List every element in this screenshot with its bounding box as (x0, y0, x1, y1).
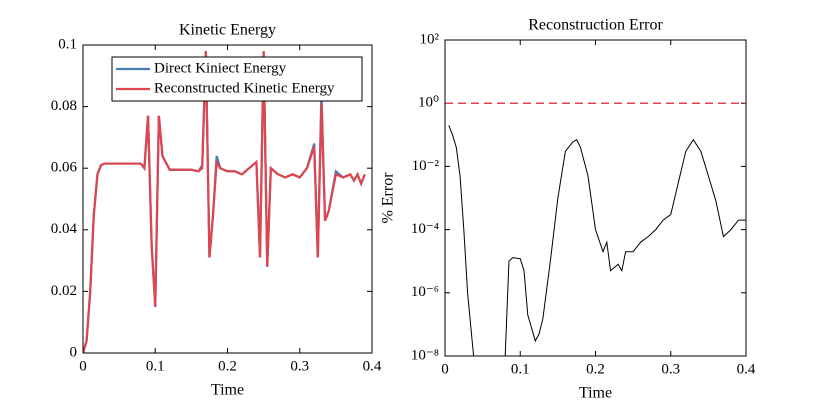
chart-title: Reconstruction Error (528, 17, 663, 34)
x-tick-label: 0.4 (363, 358, 382, 374)
axes-box (82, 44, 373, 354)
series-line (83, 51, 366, 353)
y-tick-label: 0.04 (51, 221, 78, 237)
x-tick-label: 0.3 (290, 358, 309, 374)
y-tick-label: 10⁰ (418, 95, 439, 111)
y-tick-label: 10⁻² (412, 158, 440, 174)
x-tick-label: 0.2 (218, 358, 237, 374)
y-tick-label: 10⁻⁸ (411, 347, 439, 363)
x-tick-label: 0.1 (511, 361, 530, 377)
x-tick-label: 0.2 (586, 361, 605, 377)
y-tick-label: 10² (420, 31, 440, 47)
y-tick-label: 0.06 (51, 160, 78, 176)
x-tick-label: 0.1 (146, 358, 165, 374)
x-tick-label: 0 (79, 358, 87, 374)
chart-title: Kinetic Energy (179, 22, 276, 39)
y-tick-label: 0.1 (58, 36, 77, 52)
legend-box (111, 56, 363, 102)
x-axis-label: Time (579, 385, 612, 402)
x-tick-label: 0.3 (661, 361, 680, 377)
y-tick-label: 0.02 (51, 283, 77, 299)
y-tick-label: 0.08 (51, 98, 77, 114)
x-axis-label: Time (211, 382, 244, 399)
plot-area (445, 102, 746, 356)
axes-box (444, 39, 747, 357)
y-axis-label: % Error (380, 172, 397, 224)
y-tick-label: 10⁻⁴ (411, 221, 439, 237)
legend-label: Reconstructed Kinetic Energy (154, 80, 335, 96)
y-tick-label: 10⁻⁶ (411, 284, 439, 300)
legend-label: Direct Kiniect Energy (154, 60, 287, 76)
y-tick-label: 0 (70, 344, 78, 360)
x-tick-label: 0 (441, 361, 449, 377)
x-tick-label: 0.4 (737, 361, 756, 377)
series-line (448, 125, 746, 356)
